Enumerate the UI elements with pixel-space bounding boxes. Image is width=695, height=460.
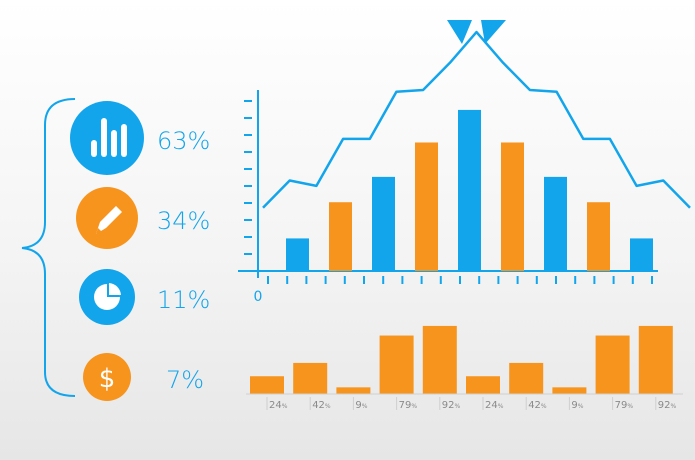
main-bar-4 (458, 109, 481, 271)
x-axis-ticks (267, 276, 653, 284)
bottom-bar-6 (509, 362, 544, 394)
trend-line-path (262, 30, 691, 209)
trend-line (262, 30, 691, 209)
bottom-tick-label-0: 24% (269, 400, 288, 411)
main-chart-bars (286, 109, 653, 271)
bottom-bar-4 (422, 325, 457, 394)
stat-item-2: 11% (79, 269, 210, 325)
pie-chart-icon (94, 283, 121, 310)
bottom-tick-label-6: 42% (528, 400, 547, 411)
bottom-bar-0 (250, 376, 284, 394)
main-bar-8 (630, 238, 653, 271)
arrow-left-icon (447, 20, 472, 44)
main-bar-5 (501, 142, 524, 271)
bottom-tick-label-5: 24% (485, 400, 504, 411)
bar-chart-icon (91, 118, 127, 157)
arrow-right-icon (481, 20, 506, 44)
stat-item-0: 63% (70, 101, 210, 175)
stat-label-1: 34% (157, 207, 210, 235)
left-brace (21, 98, 76, 397)
bottom-tick-label-3: 79% (399, 400, 418, 411)
stat-label-0: 63% (157, 127, 210, 155)
bottom-tick-label-4: 92% (442, 400, 461, 411)
bottom-tick-label-8: 79% (615, 400, 634, 411)
main-bar-7 (587, 202, 610, 271)
y-axis-ticks (244, 100, 252, 272)
stat-label-3: 7% (166, 366, 204, 394)
bottom-bar-7 (552, 387, 587, 394)
stat-item-3: $ 7% (83, 353, 204, 401)
bottom-bar-2 (336, 387, 371, 394)
bottom-tick-label-9: 92% (658, 400, 677, 411)
bottom-chart-bars (250, 325, 673, 394)
bottom-bar-3 (379, 335, 414, 394)
bottom-bar-5 (466, 376, 500, 394)
dollar-icon: $ (99, 364, 116, 394)
bottom-tick-label-2: 9% (355, 400, 367, 411)
stat-item-1: 34% (76, 187, 210, 249)
main-bar-6 (544, 176, 567, 271)
main-bar-2 (372, 176, 395, 271)
main-bar-0 (286, 238, 309, 271)
bottom-bar-1 (293, 362, 328, 394)
bottom-bar-9 (638, 325, 673, 394)
peak-arrows (447, 20, 506, 44)
x-tick-label-zero: 0 (254, 289, 263, 305)
main-bar-1 (329, 202, 352, 271)
stat-circle (83, 353, 131, 401)
main-bar-3 (415, 142, 438, 271)
pencil-icon (96, 206, 122, 234)
bottom-tick-label-7: 9% (571, 400, 583, 411)
bottom-tick-label-1: 42% (312, 400, 331, 411)
stat-label-2: 11% (157, 286, 210, 314)
bottom-chart-labels: 24% 42% 9% 79% 92% 24% 42% 9% 79% 92% (266, 397, 677, 411)
bottom-bar-8 (595, 335, 630, 394)
